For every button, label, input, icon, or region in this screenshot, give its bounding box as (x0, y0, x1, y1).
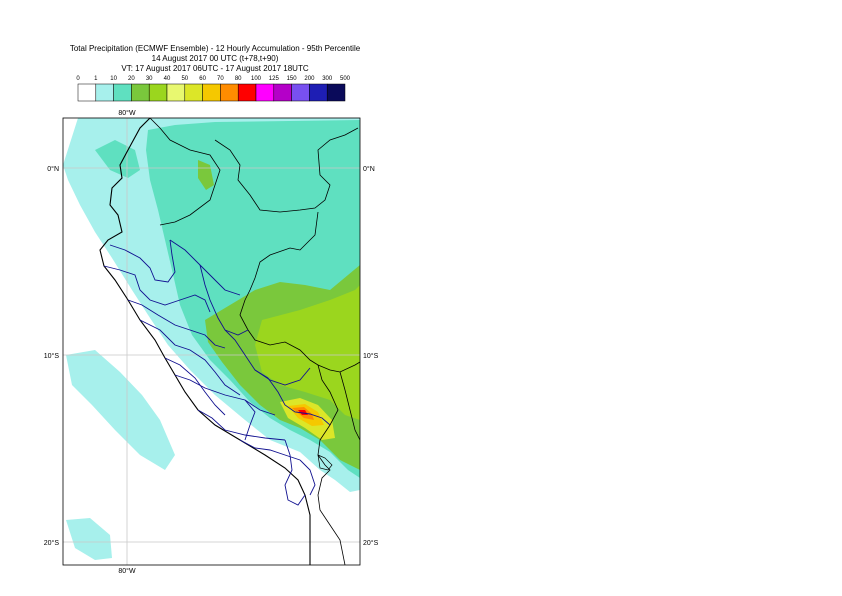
legend-tick-label: 80 (235, 76, 242, 82)
lat-label-left-0: 0°N (47, 165, 59, 173)
precip-field-ocean-bands (66, 350, 175, 470)
legend-tick-label: 40 (164, 76, 171, 82)
chart-title-line2: 14 August 2017 00 UTC (t+78,t+90) (151, 54, 279, 63)
border-lake-titicaca (317, 454, 333, 471)
lat-label-right-10s: 10°S (363, 352, 379, 360)
precip-field-north-green (198, 160, 214, 190)
lat-label-right-0: 0°N (363, 165, 375, 173)
legend-tick-label: 200 (304, 76, 315, 82)
legend-tick-label: 100 (251, 76, 262, 82)
border-ecuador-colombia (149, 118, 221, 226)
chart-title-line1: Total Precipitation (ECMWF Ensemble) - 1… (69, 44, 361, 53)
legend-tick-label: 30 (146, 76, 153, 82)
legend-tick-label: 150 (287, 76, 298, 82)
precip-field-ocean-south (66, 518, 112, 560)
lat-label-left-20s: 20°S (44, 539, 60, 547)
border-peru-bolivia (317, 364, 346, 565)
legend-tick-label: 125 (269, 76, 280, 82)
legend-tick-label: 1 (94, 76, 98, 82)
lon-label-bottom: 80°W (118, 567, 136, 575)
legend-tick-label: 500 (340, 76, 351, 82)
legend-tick-label: 50 (181, 76, 188, 82)
legend-tick-label: 60 (199, 76, 206, 82)
legend-tick-label: 20 (128, 76, 135, 82)
precip-field-30-40 (255, 285, 360, 420)
legend-swatch (326, 83, 346, 102)
lat-label-left-10s: 10°S (44, 352, 60, 360)
legend-tick-label: 70 (217, 76, 224, 82)
border-bolivia-brazil (339, 371, 360, 441)
chart-title-line3: VT: 17 August 2017 06UTC - 17 August 201… (121, 64, 309, 73)
department-boundaries (103, 239, 331, 506)
color-legend: 0 1 10 20 30 40 50 60 70 80 100 125 150 200 300 500 (76, 76, 351, 102)
lat-label-right-20s: 20°S (363, 539, 379, 547)
legend-tick-label: 10 (110, 76, 117, 82)
map-frame (62, 117, 361, 566)
legend-tick-label: 300 (322, 76, 333, 82)
coastline (99, 118, 311, 565)
lon-label-top: 80°W (118, 109, 136, 117)
border-colombia-peru-brazil (214, 127, 359, 213)
legend-tick-label: 0 (76, 76, 80, 82)
